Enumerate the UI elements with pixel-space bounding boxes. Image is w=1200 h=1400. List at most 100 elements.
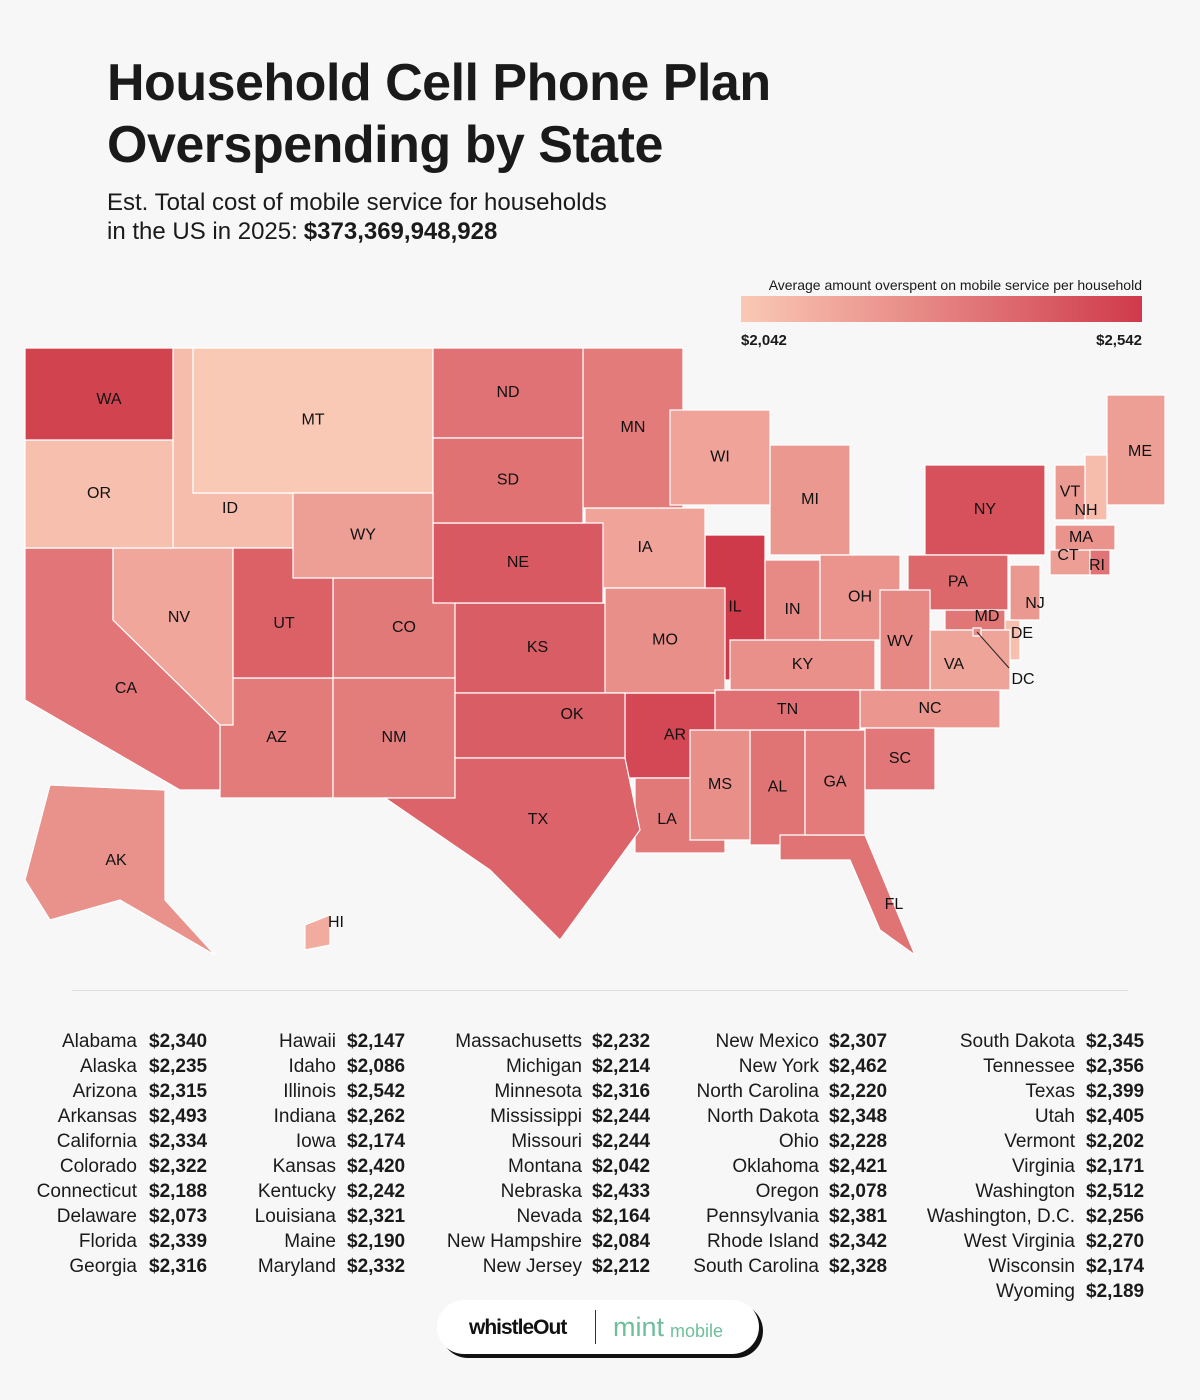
state-name: Delaware <box>56 1206 137 1227</box>
state-label: CO <box>392 619 416 636</box>
state-value: $2,256 <box>1086 1206 1145 1227</box>
state-value: $2,084 <box>592 1231 651 1252</box>
state-name: Washington <box>975 1181 1075 1202</box>
state-name: West Virginia <box>963 1231 1075 1252</box>
state-name: Kansas <box>272 1156 336 1177</box>
state-label: NM <box>382 729 407 746</box>
state-label: ND <box>496 384 519 401</box>
state-value: $2,399 <box>1086 1081 1145 1102</box>
state-name: Nevada <box>516 1206 583 1227</box>
state-value: $2,340 <box>149 1031 208 1052</box>
value-table: Alabama $2,340 Alaska $2,235 Arizona $2,315 Ar… <box>0 1029 1200 1309</box>
legend-min-label: $2,042 <box>741 332 787 349</box>
state-label: FL <box>885 896 904 913</box>
state-value: $2,244 <box>592 1131 651 1152</box>
state-label: ID <box>222 500 238 517</box>
subtitle-line: in the US in 2025: $373,369,948,928 <box>107 217 607 246</box>
state-value: $2,348 <box>829 1106 888 1127</box>
state-value: $2,174 <box>347 1131 406 1152</box>
state-value: $2,315 <box>149 1081 208 1102</box>
state-name: Maryland <box>257 1256 336 1277</box>
state-value: $2,164 <box>592 1206 651 1227</box>
logo-whistleout: whistleOut <box>469 1316 567 1339</box>
legend-bar <box>741 296 1142 322</box>
state-label: UT <box>273 615 295 632</box>
state-label: NJ <box>1025 595 1045 612</box>
state-label: SD <box>497 472 519 489</box>
state-region <box>779 834 917 957</box>
logo-mint: mint <box>613 1312 665 1342</box>
state-label: MI <box>801 491 819 508</box>
state-value: $2,232 <box>592 1031 651 1052</box>
state-value: $2,220 <box>829 1081 888 1102</box>
state-label: MT <box>301 412 324 429</box>
logo-divider <box>595 1310 596 1344</box>
state-label: MD <box>975 608 1000 625</box>
state-label: WY <box>350 527 376 544</box>
state-name: Montana <box>508 1156 582 1177</box>
legend-gradient <box>741 296 1142 322</box>
state-name: Texas <box>1025 1081 1075 1102</box>
state-value: $2,307 <box>829 1031 888 1052</box>
state-value: $2,542 <box>347 1081 406 1102</box>
state-value: $2,421 <box>829 1156 888 1177</box>
state-name: New Jersey <box>482 1256 582 1277</box>
state-name: Hawaii <box>278 1031 336 1052</box>
state-label: TX <box>528 811 549 828</box>
state-label: IA <box>637 539 652 556</box>
state-label: OR <box>87 485 111 502</box>
state-region <box>864 727 936 791</box>
state-region <box>929 629 1011 691</box>
state-value: $2,073 <box>149 1206 208 1227</box>
state-region <box>1054 464 1086 521</box>
separator <box>72 990 1128 991</box>
leader-line <box>976 631 1010 669</box>
state-value: $2,345 <box>1086 1031 1145 1052</box>
state-region <box>924 464 1046 556</box>
state-name: Ohio <box>778 1131 819 1152</box>
state-name: Oklahoma <box>732 1156 819 1177</box>
state-value: $2,322 <box>149 1156 208 1177</box>
state-value: $2,316 <box>592 1081 651 1102</box>
map: AL AK AZ AR CA CO CT DE FL GA HI ID IL IN IA KS KY LA ME MD… <box>24 347 1166 957</box>
state-name: New Mexico <box>715 1031 819 1052</box>
state-value: $2,270 <box>1086 1231 1145 1252</box>
state-region <box>669 409 771 506</box>
state-label: SC <box>889 750 911 767</box>
state-label: DE <box>1011 625 1033 642</box>
state-name: Iowa <box>295 1131 336 1152</box>
state-label: NE <box>507 554 529 571</box>
state-name: Alabama <box>62 1031 137 1052</box>
subtitle-line: Est. Total cost of mobile service for ho… <box>107 189 607 216</box>
state-value: $2,334 <box>149 1131 208 1152</box>
state-region <box>304 914 331 951</box>
state-label: RI <box>1089 557 1105 574</box>
state-label: MS <box>708 776 732 793</box>
state-name: North Carolina <box>696 1081 820 1102</box>
state-label: OK <box>560 706 583 723</box>
state-value: $2,462 <box>829 1056 888 1077</box>
state-value: $2,512 <box>1086 1181 1145 1202</box>
state-label: MN <box>621 419 646 436</box>
state-name: Missouri <box>511 1131 582 1152</box>
state-name: Florida <box>78 1231 137 1252</box>
state-label: HI <box>328 914 344 931</box>
state-name: New York <box>738 1056 819 1077</box>
state-name: Oregon <box>755 1181 819 1202</box>
state-value: $2,042 <box>592 1156 651 1177</box>
state-region <box>454 692 626 759</box>
state-name: California <box>56 1131 137 1152</box>
state-value: $2,188 <box>149 1181 208 1202</box>
legend-title: Average amount overspent on mobile servi… <box>768 277 1142 293</box>
logo-mobile: mobile <box>670 1321 724 1341</box>
state-name: Rhode Island <box>707 1231 819 1252</box>
state-name: Arizona <box>72 1081 137 1102</box>
legend-max-label: $2,542 <box>1096 332 1142 349</box>
state-label: VA <box>944 656 964 673</box>
state-value: $2,174 <box>1086 1256 1145 1277</box>
state-region <box>292 492 434 579</box>
state-name: Utah <box>1034 1106 1075 1127</box>
state-label: DC <box>1011 671 1034 688</box>
state-value: $2,420 <box>347 1156 406 1177</box>
state-name: Arkansas <box>57 1106 137 1127</box>
